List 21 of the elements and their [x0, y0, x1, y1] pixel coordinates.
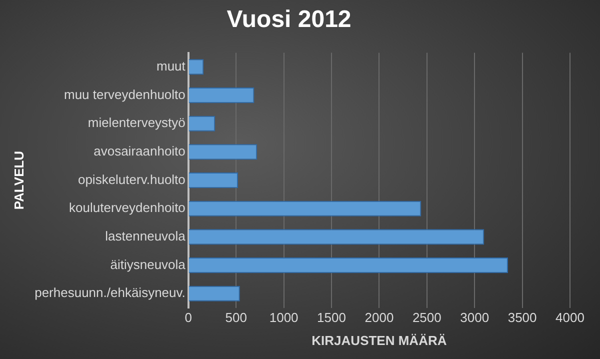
x-tick-label: 500 [225, 310, 247, 326]
chart-title: Vuosi 2012 [226, 6, 352, 34]
x-axis-title: KIRJAUSTEN MÄÄRÄ [312, 332, 448, 348]
y-tick-label: lastenneuvola [105, 228, 186, 244]
y-tick-label: mielenterveystyö [88, 115, 186, 130]
x-tick-label: 1000 [269, 310, 298, 326]
x-tick-label: 4000 [556, 310, 584, 326]
x-tick-label: 2000 [364, 310, 394, 326]
y-axis-title: PALVELU [11, 150, 26, 210]
y-tick-label: perhesuunn./ehkäisyneuv. [34, 285, 186, 300]
y-tick-label: avosairaanhoito [94, 144, 186, 159]
x-tick-label: 0 [184, 310, 192, 326]
y-tick-label: opiskeluterv.huolto [78, 172, 186, 187]
y-tick-label: muu terveydenhuolto [64, 86, 186, 102]
y-tick-label: kouluterveydenhoito [69, 200, 186, 216]
x-tick-label: 2500 [412, 310, 442, 326]
x-tick-label: 3000 [460, 310, 490, 326]
y-tick-label: äitiysneuvola [110, 256, 186, 272]
y-tick-label: muut [156, 58, 186, 74]
x-tick-label: 3500 [508, 310, 537, 326]
x-tick-label: 1500 [317, 310, 346, 326]
